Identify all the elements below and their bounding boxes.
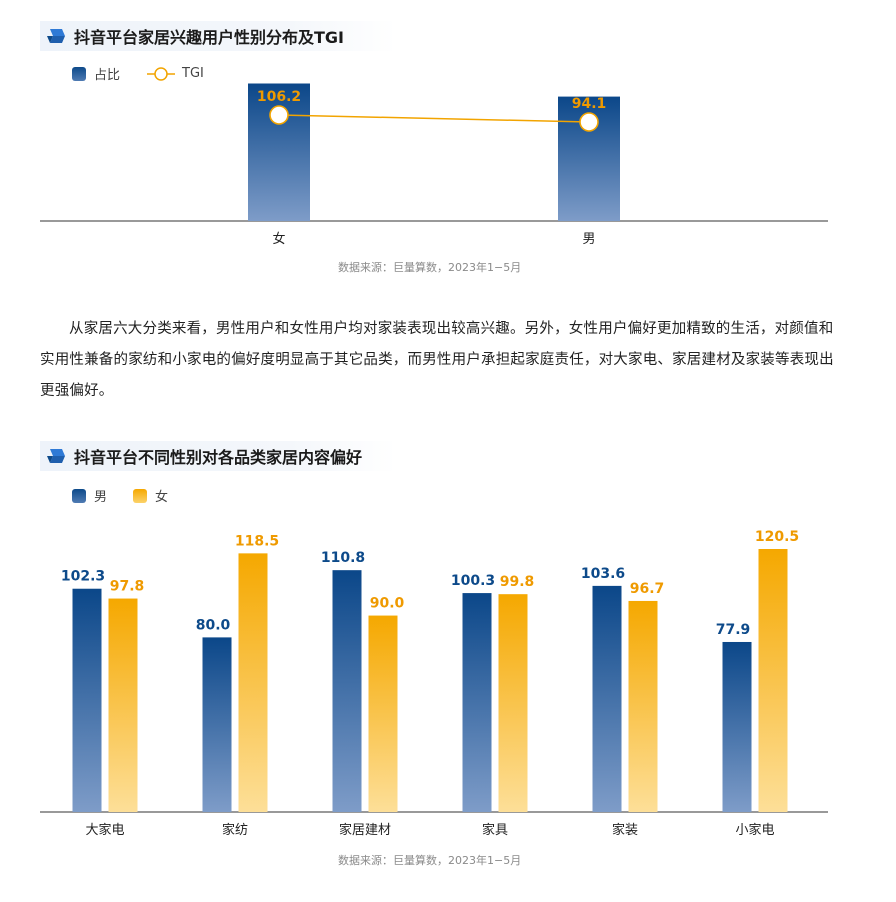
male-data-label: 103.6 [581, 566, 625, 582]
x-tick-label: 女 [272, 231, 285, 247]
legend-line-marker-icon [147, 66, 176, 81]
male-data-label: 102.3 [61, 569, 105, 585]
female-data-label: 96.7 [630, 581, 665, 597]
cube-logo-icon [47, 29, 65, 43]
legend-item-male: 男 [72, 486, 107, 505]
chart2-title: 抖音平台不同性别对各品类家居内容偏好 [74, 448, 363, 467]
chart1-title: 抖音平台家居兴趣用户性别分布及TGI [74, 28, 345, 47]
male-bar [462, 593, 492, 812]
female-data-label: 99.8 [500, 574, 535, 590]
chart1-plot: 女 男 106.2 94.1 [40, 83, 828, 247]
x-tick-label: 小家电 [735, 822, 774, 838]
male-bar [202, 637, 232, 812]
male-bar [722, 641, 752, 812]
chart2-source: 数据来源：巨量算数，2023年1−5月 [338, 854, 522, 867]
female-data-label: 97.8 [110, 579, 145, 595]
female-data-label: 118.5 [235, 533, 279, 549]
legend-label-female: 女 [155, 490, 169, 505]
legend-item-female: 女 [133, 486, 168, 505]
tgi-point [269, 105, 289, 125]
tgi-data-label: 106.2 [257, 89, 301, 105]
legend-label-tgi: TGI [182, 66, 204, 81]
tgi-point [579, 112, 599, 132]
female-bar [238, 553, 268, 812]
chart2-legend: 男 女 [72, 486, 194, 505]
chart1-title-bar: 抖音平台家居兴趣用户性别分布及TGI [40, 21, 396, 51]
male-bar [592, 585, 622, 812]
chart1-legend: 占比 TGI [72, 64, 230, 83]
male-bar [72, 588, 102, 812]
legend-label-male: 男 [94, 490, 108, 505]
female-bar [628, 600, 658, 812]
female-bar [368, 615, 398, 812]
male-data-label: 80.0 [196, 617, 231, 633]
x-tick-label: 家装 [612, 822, 638, 838]
tgi-data-label: 94.1 [572, 96, 607, 112]
legend-swatch-male [72, 488, 86, 503]
male-data-label: 110.8 [321, 550, 365, 566]
female-bar [498, 594, 528, 812]
chart2-title-bar: 抖音平台不同性别对各品类家居内容偏好 [40, 441, 396, 471]
x-tick-label: 大家电 [85, 822, 124, 838]
x-tick-label: 男 [582, 232, 595, 247]
female-bar [108, 598, 138, 812]
cube-logo-icon [47, 449, 65, 463]
chart1-source: 数据来源：巨量算数，2023年1−5月 [338, 261, 522, 274]
x-tick-label: 家纺 [222, 822, 248, 838]
female-bar [758, 549, 788, 812]
tgi-line [278, 114, 590, 123]
legend-label-share: 占比 [94, 68, 121, 83]
x-tick-label: 家具 [482, 822, 508, 838]
male-bar [332, 570, 362, 812]
male-data-label: 100.3 [451, 573, 495, 589]
analysis-paragraph: 从家居六大分类来看，男性用户和女性用户均对家装表现出较高兴趣。另外，女性用户偏好… [40, 321, 834, 399]
male-data-label: 77.9 [716, 622, 751, 638]
legend-item-share: 占比 [72, 64, 120, 83]
female-data-label: 90.0 [370, 596, 405, 612]
x-tick-label: 家居建材 [339, 822, 391, 838]
legend-swatch-female [133, 488, 148, 503]
legend-item-tgi: TGI [146, 66, 204, 81]
legend-swatch-share [72, 66, 86, 81]
female-data-label: 120.5 [755, 529, 799, 545]
